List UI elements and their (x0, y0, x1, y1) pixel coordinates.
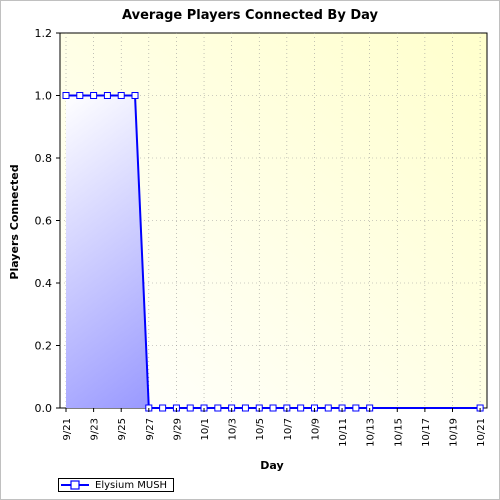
data-point (241, 404, 249, 412)
y-tick-label: 0.2 (35, 340, 53, 353)
data-point (131, 92, 139, 99)
x-tick-label: 10/9 (310, 418, 321, 440)
x-tick-label: 10/7 (283, 418, 294, 440)
x-tick-label: 9/25 (117, 418, 128, 440)
x-tick-label: 9/27 (145, 418, 156, 440)
y-tick-label: 0.6 (35, 215, 53, 228)
x-tick-label: 10/19 (448, 418, 459, 447)
data-point (103, 92, 111, 99)
y-tick-label: 0.8 (35, 152, 53, 165)
x-tick-label: 10/1 (200, 418, 211, 440)
legend: Elysium MUSH (58, 478, 174, 492)
y-axis-title: Players Connected (8, 164, 21, 279)
data-point (324, 404, 332, 412)
data-point (297, 404, 305, 412)
legend-swatch-icon (61, 480, 89, 490)
x-tick-label: 10/17 (421, 418, 432, 447)
x-tick-label: 10/15 (393, 418, 404, 447)
data-point (62, 92, 70, 99)
x-tick-label: 10/11 (338, 418, 349, 447)
area-layer (66, 95, 481, 408)
x-tick-label: 9/23 (90, 418, 101, 440)
y-tick-label: 0.4 (35, 277, 53, 290)
data-point (90, 92, 98, 99)
data-point (117, 92, 125, 99)
x-tick-label: 10/5 (255, 418, 266, 440)
data-point (186, 404, 194, 412)
y-tick-label: 1.0 (35, 90, 53, 103)
x-tick-label: 9/21 (62, 418, 73, 440)
x-tick-label: 10/21 (476, 418, 487, 447)
series-area (66, 95, 481, 408)
x-tick-label: 9/29 (172, 418, 183, 440)
y-tick-label: 1.2 (35, 27, 53, 40)
data-point (269, 404, 277, 412)
y-tick-label: 0.0 (35, 402, 53, 415)
x-axis-ticks: 9/21 9/23 9/25 9/27 9/29 10/1 10/3 10/5 10/7 10/9… (62, 408, 487, 447)
data-point (76, 92, 84, 99)
x-tick-label: 10/13 (366, 418, 377, 447)
data-point (352, 404, 360, 412)
data-point (159, 404, 167, 412)
chart-title: Average Players Connected By Day (122, 8, 378, 23)
y-axis-ticks: 0.0 0.2 0.4 0.6 0.8 1.0 1.2 (35, 27, 60, 415)
x-tick-label: 10/3 (228, 418, 239, 440)
x-axis-title: Day (260, 459, 283, 472)
legend-label: Elysium MUSH (95, 479, 168, 491)
data-point (214, 404, 222, 412)
